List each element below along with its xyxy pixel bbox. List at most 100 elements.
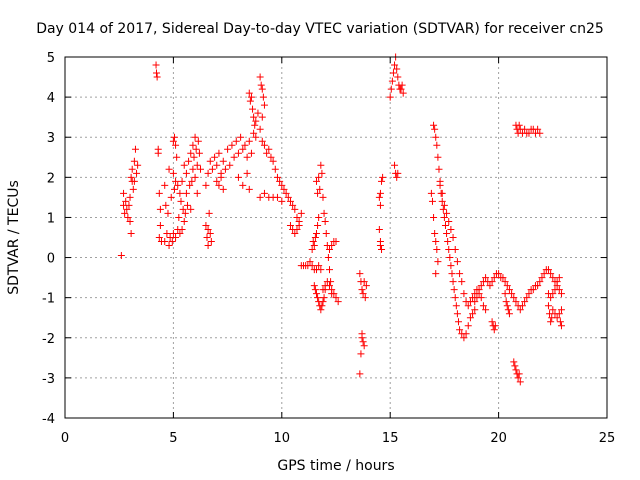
data-point xyxy=(360,278,368,286)
data-point xyxy=(181,209,189,217)
data-point xyxy=(319,193,327,201)
data-point xyxy=(208,165,216,173)
data-point xyxy=(376,242,384,250)
data-point xyxy=(204,225,212,233)
data-point xyxy=(193,161,201,169)
data-point xyxy=(167,193,175,201)
data-point xyxy=(172,177,180,185)
data-point xyxy=(250,113,258,121)
data-point xyxy=(323,278,331,286)
data-point xyxy=(263,149,271,157)
data-point xyxy=(319,286,327,294)
data-point xyxy=(388,77,396,85)
data-point xyxy=(359,290,367,298)
data-point xyxy=(501,278,509,286)
data-point xyxy=(505,286,513,294)
data-point xyxy=(183,201,191,209)
data-point xyxy=(259,93,267,101)
data-point xyxy=(165,242,173,250)
data-point xyxy=(460,334,468,342)
data-point xyxy=(152,61,160,69)
data-point xyxy=(375,225,383,233)
data-point xyxy=(518,302,526,310)
data-point xyxy=(504,306,512,314)
data-point xyxy=(328,242,336,250)
data-point xyxy=(133,169,141,177)
data-point xyxy=(155,234,163,241)
data-point xyxy=(444,238,452,246)
data-point xyxy=(260,101,268,109)
data-point xyxy=(314,294,322,302)
data-point xyxy=(359,338,367,346)
y-tick-label: 5 xyxy=(47,51,55,66)
data-point xyxy=(168,238,176,246)
data-point xyxy=(247,93,255,101)
x-tick-label: 5 xyxy=(169,431,177,446)
data-point xyxy=(122,197,130,205)
data-point xyxy=(247,149,255,157)
data-point xyxy=(273,193,281,201)
data-point xyxy=(332,294,340,302)
data-point xyxy=(440,213,448,221)
data-point xyxy=(376,189,384,197)
data-point xyxy=(376,201,384,209)
data-point xyxy=(318,169,326,177)
data-point xyxy=(510,294,518,302)
data-point xyxy=(448,270,456,278)
y-tick-label: 2 xyxy=(47,171,55,186)
data-point xyxy=(295,217,303,225)
data-point xyxy=(428,197,436,205)
data-point xyxy=(282,189,290,197)
data-point xyxy=(360,342,368,350)
data-point xyxy=(523,294,531,302)
data-point xyxy=(317,266,325,274)
data-point xyxy=(525,129,533,137)
data-point xyxy=(495,270,503,278)
data-point xyxy=(156,205,164,213)
data-point xyxy=(258,113,266,121)
data-point xyxy=(431,229,439,237)
data-point xyxy=(243,169,251,177)
data-point xyxy=(512,366,520,374)
data-point xyxy=(186,181,194,189)
data-point xyxy=(169,137,177,145)
y-tick-label: -3 xyxy=(42,372,55,387)
data-point xyxy=(394,73,402,81)
data-point xyxy=(252,133,260,141)
data-point xyxy=(315,213,323,221)
data-point xyxy=(239,145,247,153)
data-point xyxy=(293,225,301,233)
data-point xyxy=(155,189,163,197)
data-point xyxy=(213,177,221,185)
y-tick-label: 4 xyxy=(47,91,55,106)
data-point xyxy=(117,252,125,260)
data-point xyxy=(358,286,366,294)
data-point xyxy=(241,141,249,149)
data-point xyxy=(211,153,219,161)
data-point xyxy=(278,197,286,205)
y-tick-label: 3 xyxy=(47,131,55,146)
data-point xyxy=(232,137,240,145)
data-point xyxy=(393,173,401,181)
y-tick-label: -2 xyxy=(42,332,55,347)
data-point xyxy=(391,161,399,169)
data-point xyxy=(273,173,281,181)
data-point xyxy=(460,290,468,298)
data-point xyxy=(204,242,212,250)
data-point xyxy=(356,370,364,378)
data-point xyxy=(312,177,320,185)
data-point xyxy=(189,141,197,149)
data-point xyxy=(544,302,552,310)
data-point xyxy=(503,282,511,290)
data-point xyxy=(230,153,238,161)
data-point xyxy=(379,173,387,181)
data-point xyxy=(291,205,299,213)
data-point xyxy=(317,161,325,169)
data-point xyxy=(389,69,397,77)
x-tick-label: 0 xyxy=(61,431,69,446)
data-point xyxy=(471,298,479,306)
data-point xyxy=(378,246,386,254)
x-tick-label: 25 xyxy=(599,431,616,446)
data-point xyxy=(306,258,314,266)
